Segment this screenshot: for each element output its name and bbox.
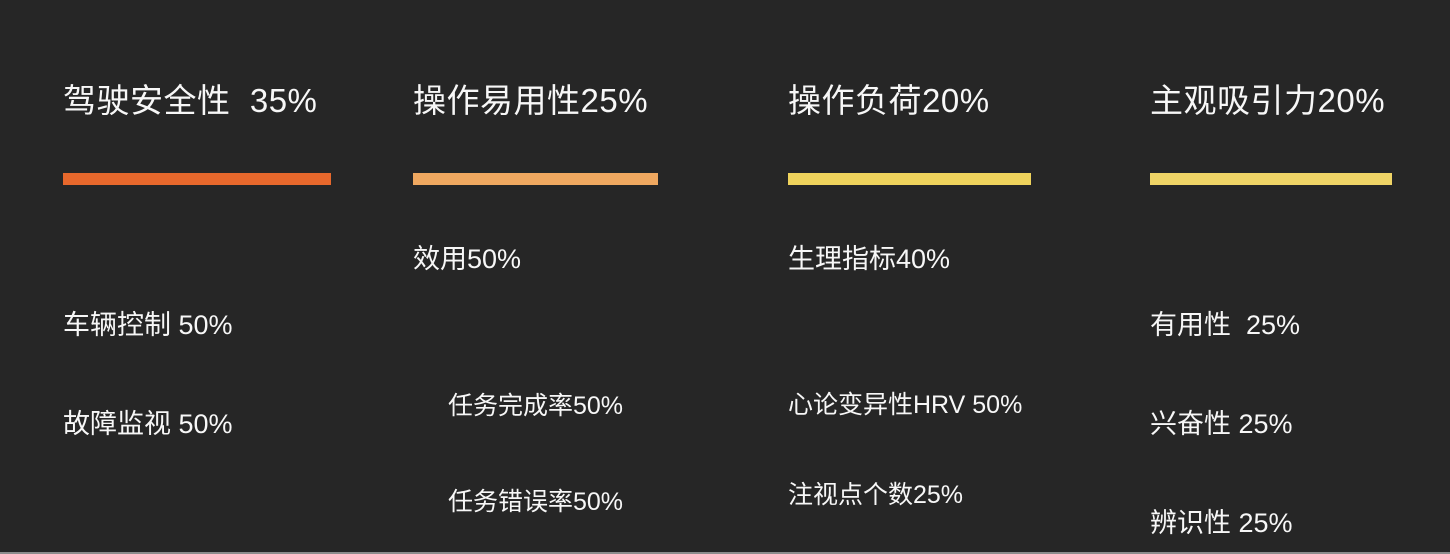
- title-underline: [788, 173, 1031, 185]
- sub-item: 心论变异性HRV 50%: [788, 391, 1023, 419]
- column-title: 操作易用性25%: [413, 82, 649, 119]
- list-item: 故障监视 50%: [63, 409, 233, 439]
- sub-item: 注视点个数25%: [788, 481, 964, 509]
- list-item: 兴奋性 25%: [1150, 409, 1293, 439]
- column-workload: 操作负荷20% 生理指标40% 心论变异性HRV 50% 注视点个数25% 平均…: [788, 45, 1031, 554]
- sub-item-list: 任务完成率50% 任务错误率50%: [448, 326, 658, 554]
- column-title: 驾驶安全性 35%: [63, 82, 318, 119]
- sub-item: 任务错误率50%: [448, 488, 624, 516]
- item-list: 有用性 25% 兴奋性 25% 辨识性 25% 视觉吸引力 25%: [1150, 243, 1392, 554]
- bottom-edge-line: [0, 552, 1450, 554]
- column-driving-safety: 驾驶安全性 35% 车辆控制 50% 故障监视 50%: [63, 45, 331, 543]
- column-usability: 操作易用性25% 效用50% 任务完成率50% 任务错误率50% 效率50% 任…: [413, 45, 658, 554]
- sub-item-list: 心论变异性HRV 50% 注视点个数25% 平均注视时间25%: [788, 330, 1031, 554]
- column-title: 操作负荷20%: [788, 82, 990, 119]
- title-underline: [63, 173, 331, 185]
- list-item: 辨识性 25%: [1150, 508, 1293, 538]
- title-underline: [1150, 173, 1392, 185]
- item-list: 车辆控制 50% 故障监视 50%: [63, 243, 331, 507]
- column-title: 主观吸引力20%: [1150, 82, 1386, 119]
- column-attractiveness: 主观吸引力20% 有用性 25% 兴奋性 25% 辨识性 25% 视觉吸引力 2…: [1150, 45, 1392, 554]
- title-underline: [413, 173, 658, 185]
- list-item: 车辆控制 50%: [63, 310, 233, 340]
- section-header: 生理指标40%: [788, 244, 951, 274]
- list-item: 有用性 25%: [1150, 310, 1301, 340]
- section-header: 效用50%: [413, 244, 522, 274]
- sub-item: 任务完成率50%: [448, 392, 624, 420]
